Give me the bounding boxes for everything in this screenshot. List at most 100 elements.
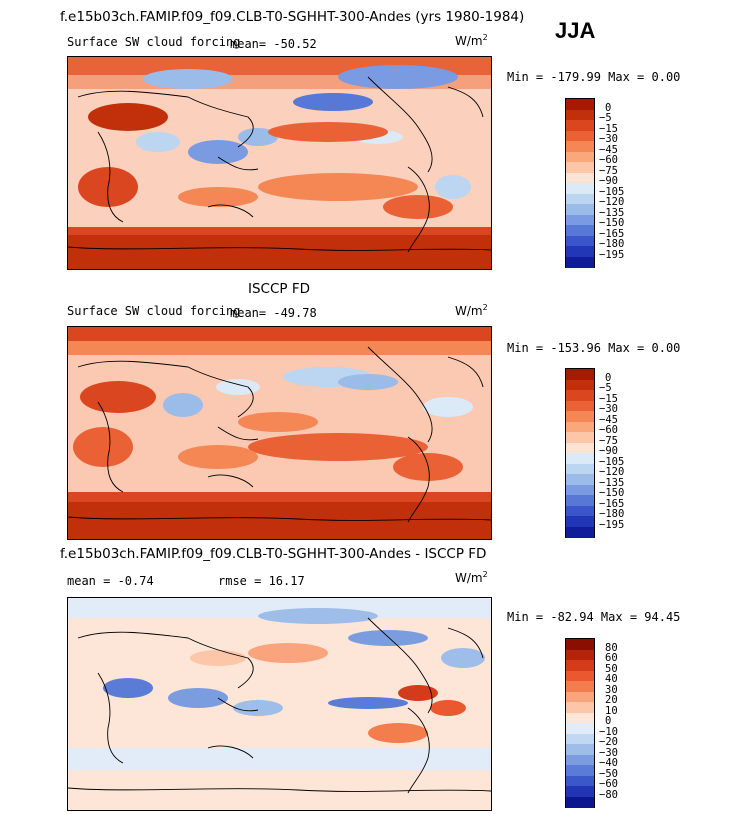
panel-1-units: W/m2	[455, 33, 488, 48]
colorbar-tick-label: 0	[605, 715, 612, 727]
colorbar-tick-label: −120	[599, 196, 625, 208]
panel-3-map	[67, 597, 492, 811]
colorbar-tick-label: 60	[605, 652, 618, 664]
colorbar-tick-label: −50	[599, 767, 618, 780]
colorbar-tick-label: −60	[599, 154, 618, 166]
panel-3-title: f.e15b03ch.FAMIP.f09_f09.CLB-T0-SGHHT-30…	[60, 546, 487, 562]
colorbar-tick-label: −120	[599, 466, 625, 478]
season-label: JJA	[555, 18, 596, 43]
colorbar-tick-label: −20	[599, 736, 618, 748]
panel-1-colorbar	[565, 98, 595, 268]
colorbar-swatch	[566, 463, 594, 475]
colorbar-tick-label: −195	[599, 248, 625, 261]
colorbar-tick-label: 10	[605, 704, 618, 717]
colorbar-tick-label: −90	[599, 175, 618, 187]
colorbar-tick-label: −165	[599, 227, 625, 240]
colorbar-swatch	[566, 702, 594, 713]
colorbar-swatch	[566, 172, 594, 184]
colorbar-tick-label: −80	[599, 788, 618, 801]
panel-3-mean: mean = -0.74	[67, 574, 154, 588]
colorbar-tick-label: −150	[599, 487, 625, 499]
colorbar-swatch	[566, 390, 594, 401]
colorbar-swatch	[566, 256, 594, 268]
colorbar-tick-label: −30	[599, 403, 618, 415]
colorbar-tick-label: −45	[599, 413, 618, 426]
panel-2-title: ISCCP FD	[248, 281, 310, 297]
colorbar-tick-label: −60	[599, 424, 618, 436]
colorbar-swatch	[566, 193, 594, 205]
colorbar-swatch	[566, 754, 594, 766]
colorbar-swatch	[566, 109, 594, 121]
colorbar-swatch	[566, 442, 594, 454]
colorbar-swatch	[566, 421, 594, 433]
colorbar-swatch	[566, 151, 594, 163]
panel-1-minmax: Min = -179.99 Max = 0.00	[507, 70, 681, 84]
panel-1-mean: mean= -50.52	[230, 37, 317, 51]
colorbar-swatch	[566, 649, 594, 661]
colorbar-tick-label: −75	[599, 164, 618, 177]
panel-2-colorbar	[565, 368, 595, 538]
panel-1-title: f.e15b03ch.FAMIP.f09_f09.CLB-T0-SGHHT-30…	[60, 9, 525, 25]
colorbar-swatch	[566, 681, 594, 692]
colorbar-tick-label: −180	[599, 238, 625, 250]
colorbar-swatch	[566, 691, 594, 703]
colorbar-swatch	[566, 796, 594, 808]
colorbar-swatch	[566, 765, 594, 776]
colorbar-swatch	[566, 453, 594, 464]
panel-1-field-label: Surface SW cloud forcing	[67, 35, 241, 49]
colorbar-tick-label: −135	[599, 476, 625, 489]
colorbar-tick-label: −5	[599, 382, 612, 394]
colorbar-swatch	[566, 99, 594, 110]
colorbar-swatch	[566, 379, 594, 391]
colorbar-tick-label: −165	[599, 497, 625, 510]
colorbar-swatch	[566, 400, 594, 412]
colorbar-swatch	[566, 495, 594, 506]
panel-2-units: W/m2	[455, 303, 488, 318]
colorbar-tick-label: 20	[605, 694, 618, 706]
colorbar-swatch	[566, 526, 594, 538]
colorbar-swatch	[566, 183, 594, 194]
panel-2-minmax: Min = -153.96 Max = 0.00	[507, 341, 681, 355]
colorbar-tick-label: −15	[599, 392, 618, 405]
colorbar-tick-label: −75	[599, 434, 618, 447]
panel-3-units: W/m2	[455, 570, 488, 585]
colorbar-swatch	[566, 505, 594, 517]
colorbar-tick-label: −60	[599, 778, 618, 790]
colorbar-swatch	[566, 369, 594, 380]
colorbar-tick-label: −40	[599, 757, 618, 769]
colorbar-tick-label: −195	[599, 518, 625, 531]
colorbar-tick-label: −90	[599, 445, 618, 457]
colorbar-tick-label: −105	[599, 455, 625, 468]
colorbar-swatch	[566, 639, 594, 650]
colorbar-swatch	[566, 235, 594, 247]
colorbar-tick-label: −105	[599, 185, 625, 198]
colorbar-swatch	[566, 484, 594, 496]
colorbar-swatch	[566, 786, 594, 797]
colorbar-swatch	[566, 130, 594, 142]
colorbar-tick-label: −10	[599, 725, 618, 738]
colorbar-tick-label: −30	[599, 133, 618, 145]
colorbar-tick-label: −150	[599, 217, 625, 229]
colorbar-swatch	[566, 516, 594, 527]
colorbar-swatch	[566, 214, 594, 226]
panel-3-minmax: Min = -82.94 Max = 94.45	[507, 610, 681, 624]
colorbar-tick-label: −5	[599, 112, 612, 124]
colorbar-swatch	[566, 141, 594, 152]
panel-2-map	[67, 326, 492, 540]
colorbar-tick-label: 50	[605, 662, 618, 675]
colorbar-swatch	[566, 411, 594, 422]
colorbar-swatch	[566, 723, 594, 734]
colorbar-tick-label: 0	[605, 101, 612, 114]
colorbar-swatch	[566, 120, 594, 131]
colorbar-tick-label: −45	[599, 143, 618, 156]
colorbar-tick-label: 0	[605, 371, 612, 384]
colorbar-tick-label: −180	[599, 508, 625, 520]
colorbar-tick-label: −135	[599, 206, 625, 219]
panel-3-rmse: rmse = 16.17	[218, 574, 305, 588]
colorbar-swatch	[566, 474, 594, 485]
colorbar-swatch	[566, 712, 594, 724]
panel-3-colorbar	[565, 638, 595, 808]
colorbar-swatch	[566, 660, 594, 671]
colorbar-swatch	[566, 204, 594, 215]
colorbar-swatch	[566, 432, 594, 443]
